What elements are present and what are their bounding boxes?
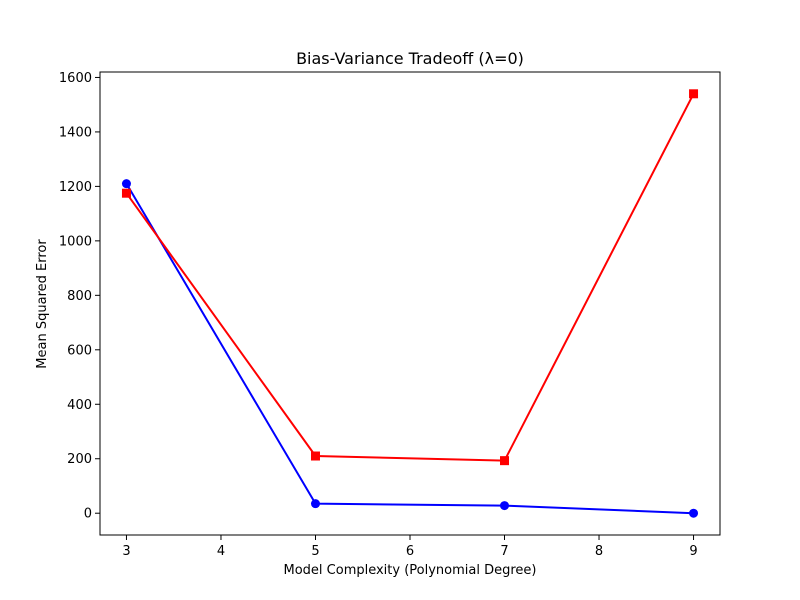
y-axis-label: Mean Squared Error (35, 239, 50, 369)
x-axis-label: Model Complexity (Polynomial Degree) (284, 563, 537, 578)
data-point-circle (500, 501, 509, 510)
y-tick-label: 0 (84, 507, 92, 522)
x-tick-label: 3 (122, 544, 130, 559)
x-tick-label: 9 (689, 544, 697, 559)
y-tick-label: 800 (67, 289, 92, 304)
x-tick-label: 8 (595, 544, 603, 559)
data-point-square (311, 452, 320, 461)
y-tick-label: 1000 (59, 234, 92, 249)
data-point-square (122, 189, 131, 198)
x-tick-label: 4 (217, 544, 225, 559)
x-tick-label: 6 (406, 544, 414, 559)
data-point-circle (122, 179, 131, 188)
y-tick-label: 1200 (59, 180, 92, 195)
y-tick-label: 200 (67, 452, 92, 467)
y-tick-label: 400 (67, 398, 92, 413)
x-tick-label: 5 (311, 544, 319, 559)
y-tick-label: 1600 (59, 71, 92, 86)
x-tick-label: 7 (500, 544, 508, 559)
data-point-square (689, 89, 698, 98)
data-point-square (500, 456, 509, 465)
data-point-circle (689, 509, 698, 518)
y-tick-label: 600 (67, 343, 92, 358)
chart-title: Bias-Variance Tradeoff (λ=0) (296, 49, 524, 68)
y-tick-label: 1400 (59, 125, 92, 140)
data-point-circle (311, 499, 320, 508)
